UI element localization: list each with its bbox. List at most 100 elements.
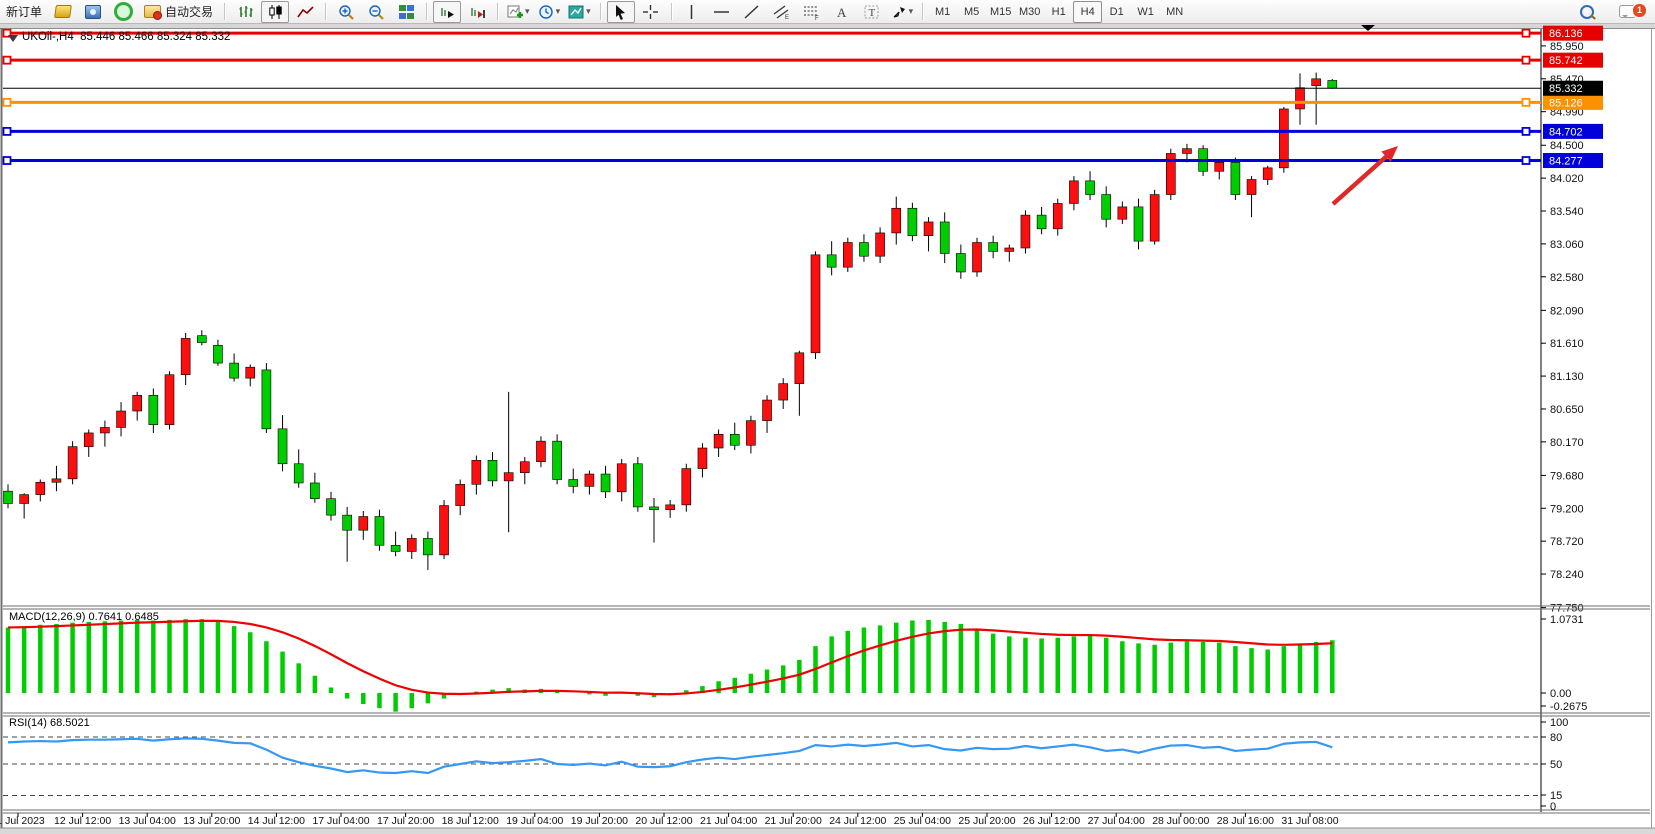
price-badge-84.277: 84.277 (1543, 153, 1603, 169)
rsi-axis-label: 100 (1550, 717, 1568, 729)
hline-86.136[interactable] (2, 28, 1541, 38)
price-badge-bg (1543, 94, 1603, 110)
candle-body (116, 410, 126, 428)
periods-clock-icon (538, 4, 553, 19)
hline-handle[interactable] (1521, 156, 1531, 165)
signals-button[interactable] (109, 1, 137, 23)
candle-body (697, 447, 708, 469)
svg-text:A: A (837, 5, 847, 20)
templates-button[interactable]: ▾ (565, 1, 594, 23)
timeframe-button-h1[interactable]: H1 (1051, 5, 1066, 18)
vertical-line-icon (690, 4, 693, 19)
trendline-button[interactable] (738, 1, 766, 23)
add-indicator-button[interactable]: ▾ (504, 1, 533, 23)
candlestick-button[interactable] (261, 0, 290, 23)
hline-handle[interactable] (1521, 97, 1531, 107)
price-tick-label: 83.540 (1550, 206, 1584, 218)
fibonacci-button[interactable]: F (798, 1, 826, 23)
window-frame-top (0, 23, 1655, 29)
timeframe-button-mn[interactable]: MN (1166, 5, 1184, 18)
periods-button[interactable]: ▾ (535, 1, 564, 23)
candle-body (939, 221, 950, 254)
hline-85.126[interactable] (2, 97, 1541, 107)
price-tick-label: 84.020 (1550, 173, 1584, 185)
horizontal-line-button[interactable] (708, 1, 736, 23)
timeframe-button-m30[interactable]: M30 (1018, 5, 1041, 18)
autotrading-button[interactable]: 自动交易 (139, 1, 218, 23)
chevron-down-icon: ▾ (525, 6, 530, 16)
hline-handle[interactable] (2, 156, 12, 165)
hline-handle[interactable] (2, 97, 12, 107)
red-arrow-annotation[interactable] (1331, 146, 1398, 206)
main-toolbar: 新订单 自动交易 (0, 0, 1655, 24)
candle-body (277, 428, 288, 465)
crosshair-button[interactable] (637, 1, 665, 23)
chart-ohlc-header: UKOil-,H4 85.446 85.466 85.324 85.332 (22, 31, 230, 43)
svg-text:E: E (785, 15, 789, 20)
time-tick-label: 25 Jul 04:00 (894, 815, 951, 827)
timeframe-button-m5[interactable]: M5 (964, 5, 980, 18)
toolbar-separator (497, 3, 500, 20)
time-tick-label: 19 Jul 04:00 (506, 815, 563, 827)
hline-handle[interactable] (2, 55, 12, 65)
timeframe-group: M1 M5 M15 M30 H1 H4 D1 W1 MN (928, 0, 1189, 23)
bar-chart-button[interactable] (231, 1, 259, 23)
hline-handle[interactable] (1521, 55, 1531, 65)
candle-body (455, 484, 466, 506)
candle-body (665, 504, 675, 510)
hline-84.702[interactable] (2, 127, 1541, 136)
navigator-button[interactable] (79, 1, 107, 23)
candle-body (1262, 167, 1273, 180)
rsi-axis-label: 50 (1550, 759, 1562, 771)
line-chart-button[interactable] (291, 1, 319, 23)
price-badge-text: 84.702 (1549, 126, 1583, 138)
timeframe-button-d1[interactable]: D1 (1109, 5, 1124, 18)
hline-85.742[interactable] (2, 55, 1541, 65)
oneclick-expander-icon[interactable] (8, 35, 18, 42)
hline-handle[interactable] (2, 28, 12, 38)
candle-body (503, 472, 514, 482)
new-order-button[interactable]: 新订单 (1, 1, 47, 23)
arrows-button[interactable]: ▾ (888, 1, 917, 23)
zoom-out-button[interactable] (362, 1, 390, 23)
text-label-icon: T (864, 5, 879, 19)
hline-handle[interactable] (1521, 127, 1531, 136)
objects-group: ▾ ▾ ▾ (503, 0, 595, 23)
time-tick-label: 17 Jul 04:00 (312, 815, 369, 827)
vertical-line-button[interactable] (678, 1, 706, 23)
search-button[interactable] (1573, 1, 1601, 23)
toolbar-separator (325, 3, 328, 20)
trendline-icon (744, 4, 759, 19)
tile-windows-button[interactable] (392, 1, 420, 23)
hline-84.277[interactable] (2, 156, 1541, 165)
timeframe-button-m1[interactable]: M1 (935, 5, 951, 18)
top-triangle-marker[interactable] (1361, 25, 1375, 31)
time-tick-label: 18 Jul 12:00 (442, 815, 499, 827)
timeframe-button-h4[interactable]: H4 (1073, 0, 1103, 23)
equidistant-channel-button[interactable]: E (768, 1, 796, 23)
candle-body (19, 494, 29, 504)
auto-scroll-button[interactable] (433, 0, 462, 23)
toolbar-separator (426, 3, 429, 20)
candle-body (197, 335, 207, 343)
autotrading-label: 自动交易 (165, 5, 214, 19)
timeframe-button-w1[interactable]: W1 (1137, 5, 1154, 18)
timeframe-button-m15[interactable]: M15 (989, 5, 1012, 18)
hline-handle[interactable] (2, 127, 12, 136)
chart-shift-button[interactable] (463, 1, 491, 23)
time-tick-label: 31 Jul 08:00 (1281, 815, 1338, 827)
price-tick-label: 80.170 (1550, 437, 1584, 449)
hline-handle[interactable] (1521, 28, 1531, 38)
rsi-axis-label: 15 (1550, 790, 1562, 802)
price-badge-85.332: 85.332 (1543, 80, 1603, 96)
zoom-in-button[interactable] (332, 1, 360, 23)
market-watch-button[interactable] (49, 1, 77, 23)
cursor-button[interactable] (606, 0, 635, 23)
candle-body (762, 399, 772, 421)
notifications-button[interactable]: 1 (1613, 1, 1647, 23)
candle-body (1230, 162, 1241, 195)
text-label-button[interactable]: T (858, 1, 886, 23)
text-button[interactable]: A (828, 1, 856, 23)
candle-body (681, 468, 692, 506)
